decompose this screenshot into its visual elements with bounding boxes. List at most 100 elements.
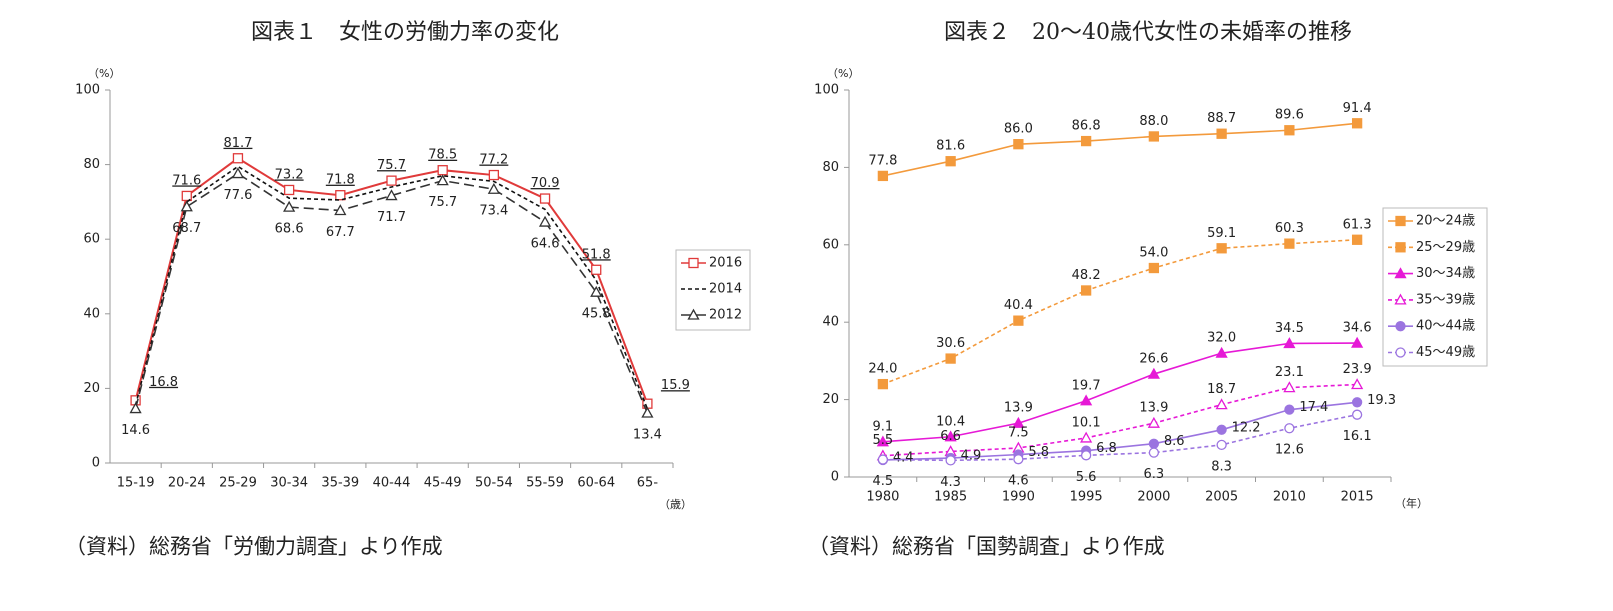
data-label: 32.0: [1207, 331, 1236, 346]
data-label: 9.1: [873, 419, 894, 434]
x-tick-label: 2010: [1273, 490, 1306, 505]
legend-marker: [687, 308, 700, 320]
data-label: 12.6: [1275, 443, 1304, 458]
point: [231, 167, 245, 179]
legend-marker: [1394, 293, 1407, 305]
data-label: 70.9: [531, 176, 560, 191]
y-tick-label: 0: [92, 456, 100, 471]
legend-label: 20〜24歳: [1416, 214, 1475, 229]
data-label: 12.2: [1232, 420, 1261, 435]
data-label: 91.4: [1343, 101, 1372, 116]
data-label: 24.0: [868, 362, 897, 377]
x-tick-label: 50-54: [475, 476, 513, 491]
point: [944, 430, 957, 442]
series-line: [882, 122, 1358, 177]
data-label: 89.6: [1275, 108, 1304, 123]
point: [1013, 315, 1024, 326]
y-tick-label: 20: [83, 381, 100, 396]
x-tick-label: 60-64: [577, 476, 615, 491]
y-tick-label: 60: [822, 237, 839, 252]
series-line: [882, 383, 1358, 457]
chart-title: 図表１ 女性の労働力率の変化: [251, 20, 559, 45]
point: [1284, 238, 1295, 249]
point: [590, 285, 603, 297]
legend-label: 25〜29歳: [1416, 240, 1475, 255]
x-unit: （歳）: [659, 498, 692, 511]
data-label: 34.5: [1275, 321, 1304, 336]
data-label: 23.1: [1275, 365, 1304, 380]
series-line: [882, 401, 1358, 461]
series-line: [882, 413, 1358, 462]
data-label: 13.9: [1004, 401, 1033, 416]
data-label: 5.5: [873, 433, 894, 448]
point: [1215, 398, 1228, 410]
y-tick-label: 100: [75, 83, 100, 98]
data-label: 88.7: [1207, 111, 1236, 126]
data-label: 13.9: [1139, 401, 1168, 416]
y-tick-label: 40: [83, 306, 100, 321]
series-line: [134, 165, 649, 410]
point: [1080, 135, 1092, 147]
x-tick-label: 1995: [1070, 490, 1103, 505]
data-label: 26.6: [1139, 352, 1168, 367]
point: [1013, 454, 1024, 465]
legend-label: 2014: [709, 282, 742, 297]
x-tick-label: 25-29: [219, 476, 257, 491]
x-tick-label: 55-59: [526, 476, 564, 491]
point: [487, 182, 500, 194]
y-tick-label: 60: [83, 232, 100, 247]
data-label: 19.3: [1367, 393, 1396, 408]
y-tick-label: 80: [83, 157, 100, 172]
data-label: 61.3: [1343, 217, 1372, 232]
legend-marker: [688, 257, 699, 269]
point: [1216, 439, 1227, 451]
data-label: 10.1: [1072, 415, 1101, 430]
legend-label: 2016: [709, 256, 742, 271]
point: [180, 200, 193, 212]
point: [1013, 139, 1024, 150]
legend-label: 2012: [709, 308, 742, 323]
data-label: 15.9: [661, 378, 690, 393]
point: [1284, 125, 1295, 136]
point: [1216, 128, 1227, 139]
source-note: （資料）総務省「労働力調査」より作成: [65, 535, 443, 559]
x-tick-label: 65-: [637, 476, 659, 491]
series-line: [882, 238, 1358, 385]
point: [1012, 416, 1025, 428]
point: [539, 193, 551, 204]
data-label: 88.0: [1139, 114, 1168, 129]
data-label: 34.6: [1343, 321, 1372, 336]
y-unit: （%）: [827, 67, 859, 80]
point: [1216, 243, 1227, 254]
chart-title: 図表２ 20〜40歳代女性の未婚率の推移: [944, 20, 1352, 45]
data-label: 16.8: [149, 375, 178, 390]
point: [232, 153, 244, 164]
data-label: 59.1: [1207, 226, 1236, 241]
data-label: 45.8: [582, 307, 611, 322]
point: [877, 170, 889, 182]
data-label: 78.5: [428, 148, 457, 163]
point: [945, 156, 956, 167]
point: [1080, 394, 1093, 406]
data-label: 48.2: [1072, 268, 1101, 283]
x-tick-label: 2000: [1137, 490, 1170, 505]
legend-box: [1382, 207, 1488, 367]
point: [1284, 423, 1295, 434]
data-label: 73.2: [275, 167, 304, 182]
point: [1148, 447, 1160, 458]
point: [283, 200, 296, 212]
point: [334, 204, 347, 216]
x-tick-label: 30-34: [270, 476, 308, 491]
y-tick-label: 100: [814, 83, 839, 98]
point: [1284, 404, 1295, 415]
data-label: 10.4: [936, 414, 965, 429]
point: [1351, 234, 1363, 245]
point: [1216, 424, 1227, 435]
chart: 図表１ 女性の労働力率の変化 （資料）総務省「労働力調査」より作成 （%） （歳） 0 2…: [65, 20, 751, 559]
data-label: 19.7: [1072, 378, 1101, 393]
data-label: 77.2: [479, 153, 508, 168]
data-label: 16.1: [1343, 429, 1372, 444]
data-label: 81.7: [223, 136, 252, 151]
x-tick-label: 1980: [866, 490, 899, 505]
data-label: 77.8: [868, 153, 897, 168]
